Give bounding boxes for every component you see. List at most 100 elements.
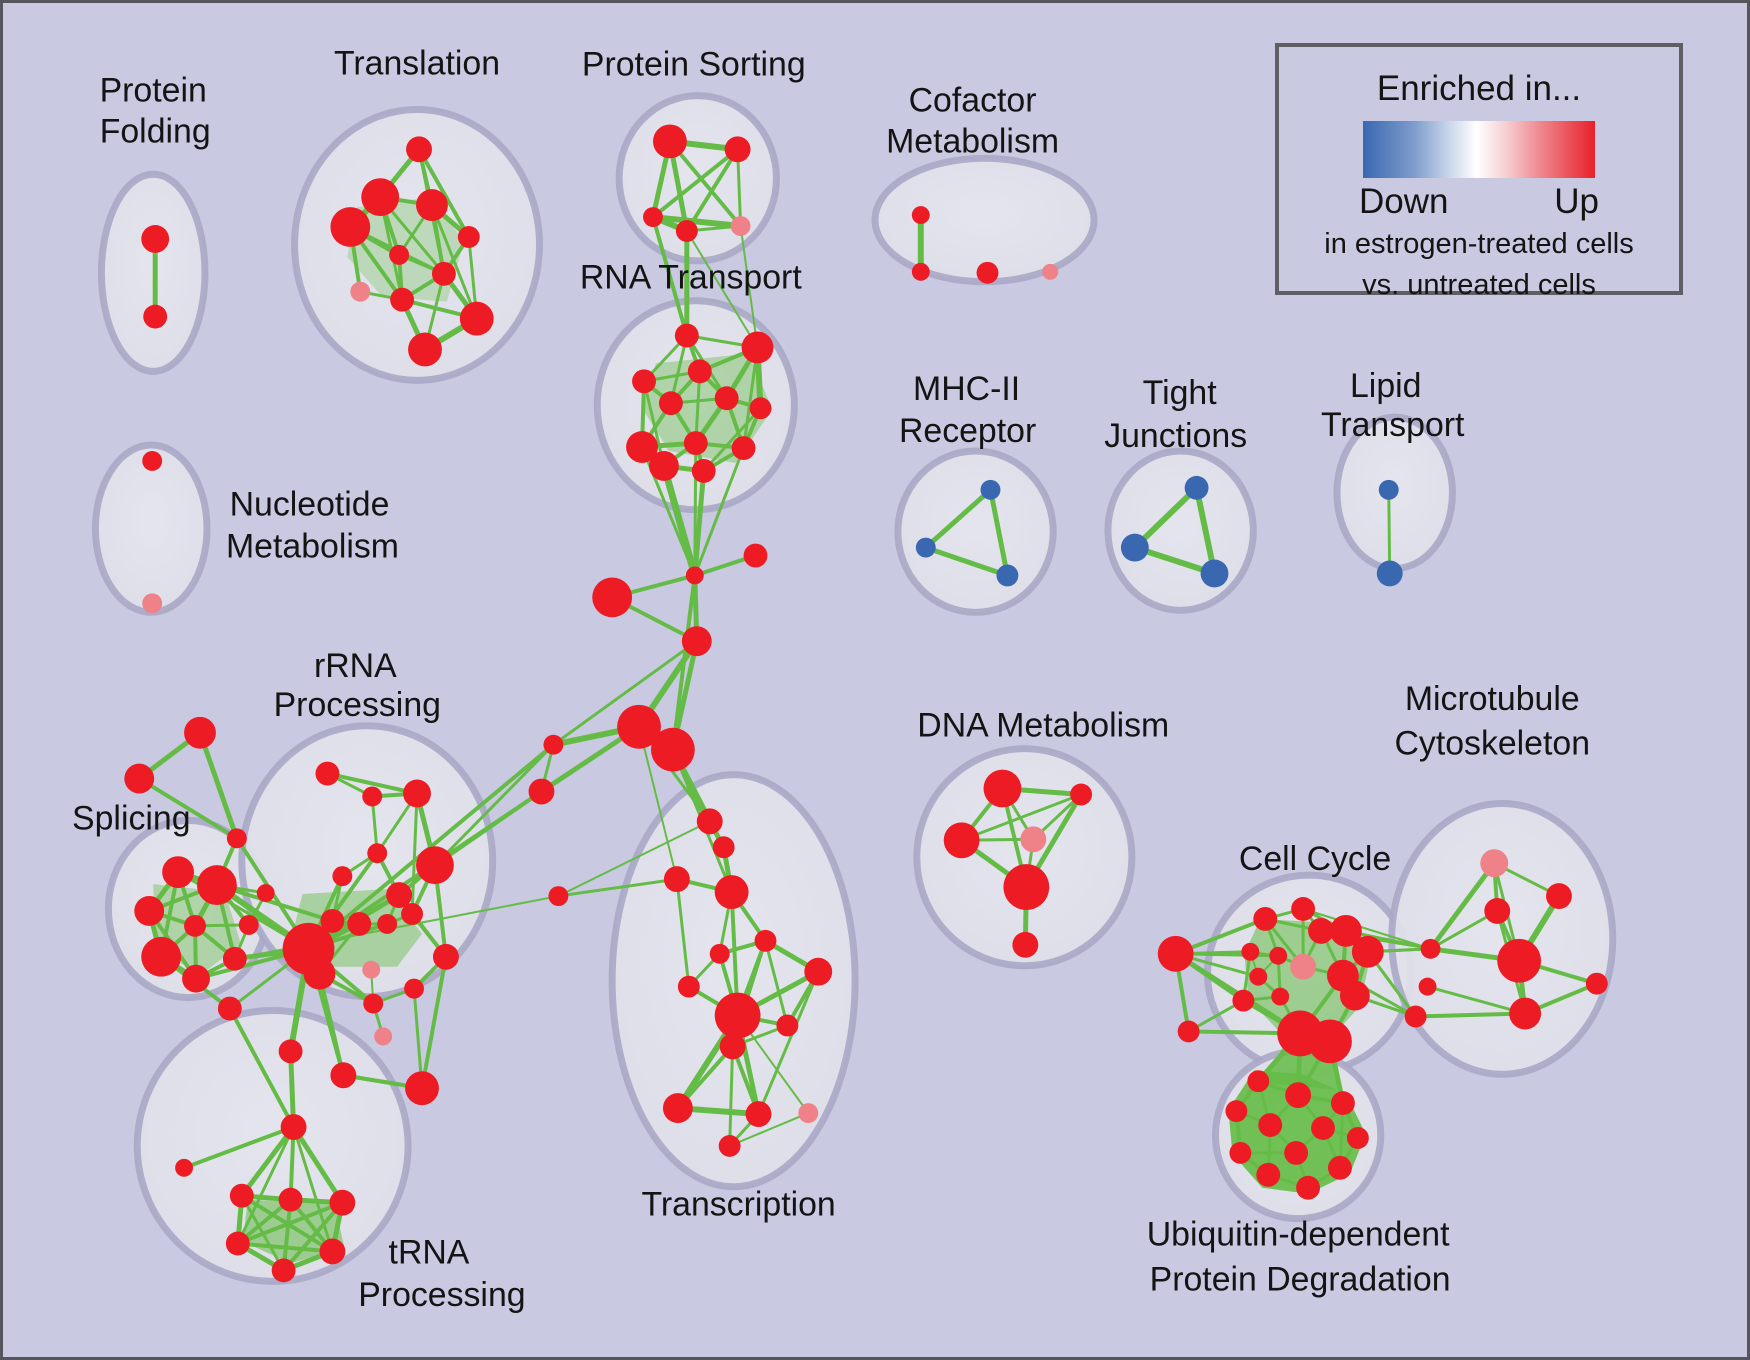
edge-trna-processing: [282, 1201, 344, 1272]
gene-set-node-cofactor-metabolism: [1042, 263, 1059, 280]
cluster-label-microtubule-cytoskeleton-line1: Microtubule: [1405, 680, 1580, 718]
gene-set-node-cell-cycle: [1157, 935, 1194, 972]
link-edge-18: [638, 726, 678, 880]
edge-mhc-ii-receptor: [924, 487, 993, 550]
cluster-ellipse-protein-sorting: [615, 92, 780, 265]
cluster-label-nucleotide-metabolism-line2: Metabolism: [226, 528, 399, 566]
gene-set-node-mhc-ii-receptor: [980, 479, 1001, 500]
gene-set-node-transcription: [714, 875, 749, 909]
gene-set-node-dna-metabolism: [1012, 931, 1039, 958]
link-edge-3: [685, 230, 759, 348]
gene-set-node-protein-sorting: [652, 124, 687, 159]
gene-set-node-dna-metabolism: [983, 769, 1022, 808]
gene-set-node-protein-folding: [141, 225, 170, 253]
gene-set-node-connector-nodes: [681, 626, 712, 657]
gene-set-node-rrna-processing: [416, 846, 454, 885]
gene-set-node-transcription: [804, 957, 833, 986]
gene-set-node-ubiquitin-dependent-protein-degradation: [1327, 1155, 1352, 1180]
gene-set-node-ubiquitin-dependent-protein-degradation: [1346, 1127, 1369, 1149]
gene-set-node-rna-transport: [674, 323, 699, 348]
gene-set-node-cell-cycle: [1271, 987, 1290, 1006]
edge-transcription: [764, 940, 789, 1026]
edge-connector-nodes: [552, 639, 698, 746]
gene-set-node-rna-transport: [749, 397, 772, 420]
cluster-label-protein-folding-line1: Protein: [100, 72, 207, 110]
edge-lipid-transport: [1387, 489, 1392, 574]
edge-mhc-ii-receptor: [988, 489, 1010, 576]
gene-set-node-rrna-processing: [432, 943, 459, 970]
gene-set-node-splicing: [162, 856, 195, 889]
gene-set-node-tight-junctions: [1200, 559, 1229, 588]
legend-subtitle-1: in estrogen-treated cells: [1324, 228, 1634, 260]
gene-set-node-transcription: [662, 1093, 693, 1124]
gene-set-node-cell-cycle: [1291, 897, 1316, 921]
gene-set-node-ubiquitin-dependent-protein-degradation: [1285, 1082, 1312, 1109]
edge-trna-processing: [237, 1200, 344, 1246]
gene-set-node-cell-cycle: [1269, 946, 1288, 965]
gene-set-node-rna-transport: [632, 369, 656, 394]
gene-set-node-rrna-processing: [401, 903, 424, 925]
gene-set-node-rrna-processing: [332, 866, 353, 887]
gene-set-node-splicing: [238, 914, 259, 935]
edge-protein-sorting: [651, 147, 739, 219]
gene-set-node-cell-cycle: [1177, 1020, 1200, 1043]
gene-set-node-cofactor-metabolism: [911, 262, 930, 281]
edge-tight-junctions: [1133, 544, 1216, 577]
gene-set-node-trna-processing: [229, 1183, 254, 1208]
gene-set-node-connector-nodes: [528, 778, 555, 805]
cluster-label-mhc-ii-receptor-line2: Receptor: [899, 412, 1036, 450]
gene-set-node-cell-cycle: [1241, 942, 1260, 961]
cluster-label-rrna-processing-line2: Processing: [274, 686, 441, 724]
cluster-label-protein-folding-line2: Folding: [100, 112, 211, 150]
cluster-ellipse-mhc-ii-receptor: [894, 447, 1057, 616]
gene-set-node-trna-processing: [175, 1158, 194, 1177]
gene-set-node-ubiquitin-dependent-protein-degradation: [1330, 1091, 1355, 1116]
edge-transcription: [729, 1112, 809, 1147]
gene-set-node-dna-metabolism: [1020, 826, 1047, 853]
edge-protein-sorting: [685, 148, 740, 233]
gene-set-node-protein-sorting: [643, 207, 663, 228]
gene-set-node-connector-nodes: [592, 577, 633, 618]
gene-set-node-connector-nodes: [650, 727, 695, 772]
gene-set-node-transcription: [663, 866, 690, 893]
gene-set-node-rna-transport: [687, 359, 712, 384]
gene-set-node-cell-cycle: [1351, 935, 1384, 968]
gene-set-node-microtubule-cytoskeleton: [1509, 997, 1542, 1030]
cluster-label-protein-sorting-line1: Protein Sorting: [582, 46, 806, 84]
link-edge-44: [1427, 985, 1526, 1015]
link-edge-0: [651, 216, 689, 337]
gene-set-node-trna-processing: [225, 1231, 250, 1256]
edge-rrna-processing: [410, 793, 419, 915]
edge-connector-nodes: [138, 776, 238, 840]
gene-set-node-transcription: [776, 1014, 799, 1037]
gene-set-node-trna-processing: [319, 1238, 346, 1265]
gene-set-node-cell-cycle: [1249, 967, 1268, 986]
edge-rrna-processing: [326, 771, 418, 796]
gene-set-node-connector-nodes: [217, 996, 242, 1021]
gene-set-node-transcription: [709, 943, 730, 964]
gene-set-node-cell-cycle: [1308, 1019, 1352, 1064]
gene-set-node-lipid-transport: [1376, 560, 1403, 587]
gene-set-node-cell-cycle: [1404, 1005, 1427, 1028]
gene-set-node-rna-transport: [649, 451, 679, 481]
gene-set-node-cofactor-metabolism: [976, 261, 999, 284]
gene-set-node-dna-metabolism: [1070, 783, 1093, 806]
gene-set-node-trna-processing: [280, 1114, 307, 1140]
gene-set-node-rna-transport: [741, 331, 774, 364]
gene-set-node-cell-cycle: [1418, 977, 1437, 996]
cluster-ellipse-microtubule-cytoskeleton: [1388, 799, 1617, 1078]
gene-set-node-translation: [459, 301, 494, 336]
gene-set-node-protein-sorting: [724, 136, 751, 163]
gene-set-node-splicing: [141, 936, 182, 977]
cluster-label-splicing-line1: Splicing: [72, 799, 190, 837]
gene-set-node-transcription: [718, 1134, 741, 1157]
gene-set-node-rrna-processing: [374, 1027, 393, 1046]
gene-set-node-microtubule-cytoskeleton: [1480, 849, 1509, 878]
gene-set-node-rrna-processing: [403, 779, 431, 808]
gene-set-node-trna-processing: [271, 1258, 296, 1283]
gene-set-node-splicing: [197, 865, 237, 906]
gene-set-node-cell-cycle: [1329, 914, 1362, 947]
gene-set-node-splicing: [134, 896, 165, 926]
gene-set-node-translation: [408, 332, 442, 367]
gene-set-node-translation: [330, 207, 371, 247]
